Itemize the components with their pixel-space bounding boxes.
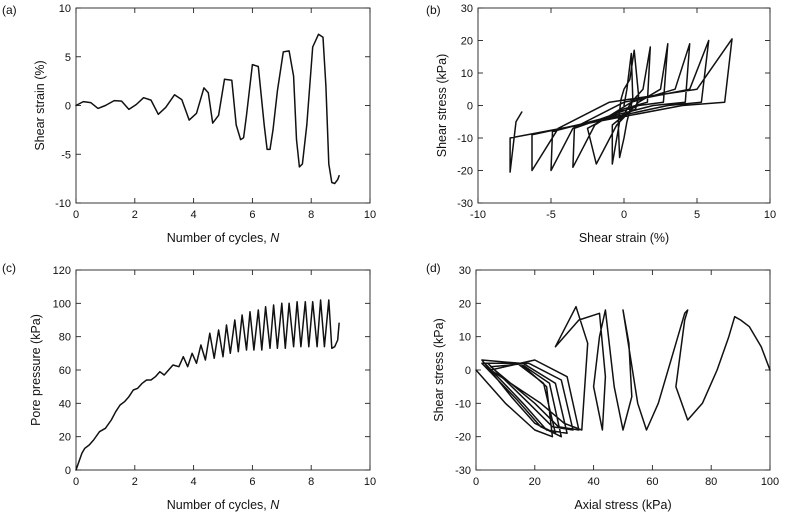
- panel-d-label: (d): [426, 261, 441, 275]
- panel-d-frame: [475, 269, 771, 471]
- panel-c-y-axis-label: Pore pressure (kPa): [29, 314, 43, 426]
- panel-b-x-tick-label: -10: [470, 209, 486, 221]
- panel-b-y-axis-label: Shear stress (kPa): [435, 54, 449, 158]
- panel-d-y-tick-label: 0: [465, 365, 471, 377]
- panel-c-y-tick-label: 40: [59, 398, 71, 410]
- panel-c-y-tick-label: 20: [59, 432, 71, 444]
- panel-d-y-tick-label: 30: [459, 265, 471, 277]
- panel-b-y-tick-label: 10: [461, 68, 473, 80]
- panel-d-y-tick-label: -30: [455, 465, 471, 477]
- panel-b-x-tick-label: 5: [694, 209, 700, 221]
- panel-c-x-tick-label: 6: [249, 476, 255, 488]
- panel-d-ticks: 0 20 40 60 80 100 -30 -20 -10 0 10 20 30: [455, 265, 779, 488]
- panel-b-y-tick-label: 30: [461, 3, 473, 15]
- panel-d-x-tick-label: 20: [529, 476, 541, 488]
- panel-a-y-tick-label: 10: [59, 3, 71, 15]
- panel-a-y-tick-label: 5: [65, 52, 71, 64]
- panel-b-y-tick-label: -30: [457, 198, 473, 210]
- panel-c-x-tick-label: 4: [191, 476, 197, 488]
- panel-d-curve: [475, 305, 771, 438]
- panel-a-x-axis-label: Number of cycles, N: [167, 231, 281, 245]
- panel-b-y-tick-label: 20: [461, 36, 473, 48]
- panel-a: (a) 0 2 4 6 8 10 -10 -5 0 5 10 Number of cycles, N…: [2, 3, 376, 245]
- panel-a-y-tick-label: 0: [65, 101, 71, 113]
- panel-c-x-tick-label: 10: [364, 476, 376, 488]
- panel-c-x-tick-label: 8: [308, 476, 314, 488]
- panel-a-label: (a): [2, 3, 17, 17]
- panel-b-y-tick-label: -10: [457, 133, 473, 145]
- panel-d-x-axis-label: Axial stress (kPa): [574, 498, 671, 512]
- panel-c-x-tick-label: 0: [73, 476, 79, 488]
- panel-c-y-tick-label: 60: [59, 365, 71, 377]
- panel-c-frame: [75, 269, 371, 471]
- panel-d-x-tick-label: 0: [473, 476, 479, 488]
- panel-d-y-tick-label: -10: [455, 398, 471, 410]
- panel-d: (d) 0 20 40 60 80 100 -30 -20 -10 0 10 20 30 Axial s…: [426, 261, 779, 512]
- panel-d-x-tick-label: 60: [646, 476, 658, 488]
- panel-b-y-tick-label: -20: [457, 166, 473, 178]
- panel-c-label: (c): [2, 261, 16, 275]
- panel-a-ticks: 0 2 4 6 8 10 -10 -5 0 5 10: [55, 3, 376, 221]
- panel-c-curve: [75, 299, 340, 471]
- panel-a-x-tick-label: 8: [308, 209, 314, 221]
- panel-b: (b) -10 -5 0 5 10 -30 -20 -10 0 10 20 30 Shear stra…: [426, 3, 776, 245]
- panel-a-curve: [75, 33, 340, 185]
- panel-c-y-tick-label: 100: [53, 298, 71, 310]
- panel-b-label: (b): [426, 3, 441, 17]
- panel-d-x-tick-label: 100: [761, 476, 779, 488]
- panel-a-x-tick-label: 6: [249, 209, 255, 221]
- panel-b-x-axis-label: Shear strain (%): [579, 231, 669, 245]
- panel-a-x-tick-label: 2: [132, 209, 138, 221]
- panel-c-y-tick-label: 80: [59, 332, 71, 344]
- panel-c-x-axis-label: Number of cycles, N: [167, 498, 281, 512]
- panel-d-x-tick-label: 40: [587, 476, 599, 488]
- panel-b-x-tick-label: 0: [621, 209, 627, 221]
- panel-a-y-tick-label: -5: [61, 149, 71, 161]
- panel-d-y-tick-label: 20: [459, 298, 471, 310]
- panel-a-y-axis-label: Shear strain (%): [33, 60, 47, 150]
- panel-a-x-tick-label: 4: [191, 209, 197, 221]
- panel-b-frame: [477, 7, 771, 204]
- panel-c-x-tick-label: 2: [132, 476, 138, 488]
- panel-d-y-axis-label: Shear stress (kPa): [432, 318, 446, 422]
- panel-b-curve: [509, 38, 733, 173]
- panel-a-x-tick-label: 0: [73, 209, 79, 221]
- panel-d-x-tick-label: 80: [705, 476, 717, 488]
- panel-b-y-tick-label: 0: [467, 101, 473, 113]
- panel-c-y-tick-label: 120: [53, 265, 71, 277]
- panel-b-x-tick-label: 10: [764, 209, 776, 221]
- panel-b-x-tick-label: -5: [546, 209, 556, 221]
- panel-a-y-tick-label: -10: [55, 198, 71, 210]
- panel-a-x-tick-label: 10: [364, 209, 376, 221]
- panel-d-y-tick-label: 10: [459, 332, 471, 344]
- panel-d-y-tick-label: -20: [455, 432, 471, 444]
- panel-c-y-tick-label: 0: [65, 465, 71, 477]
